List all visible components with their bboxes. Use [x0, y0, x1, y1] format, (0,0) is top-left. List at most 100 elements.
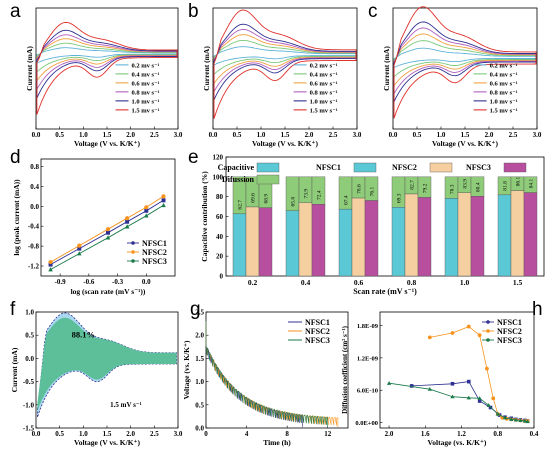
data-point: [491, 396, 496, 401]
series-line: [411, 381, 528, 422]
data-point: [495, 411, 500, 416]
data-point: [77, 246, 82, 251]
x-tick-label: 0.0: [32, 131, 41, 139]
legend-label: 0.4 mv s⁻¹: [132, 71, 160, 78]
data-point: [513, 417, 518, 422]
legend-swatch: [256, 162, 280, 173]
bar-capacitive: [298, 202, 313, 277]
bar-capacitive: [311, 204, 326, 277]
series-line: [50, 195, 164, 263]
legend-swatch: [429, 162, 453, 173]
data-label: 78.3: [449, 184, 455, 194]
data-label: 67.4: [343, 195, 349, 205]
data-label: 73.9: [303, 189, 309, 199]
panel-label-b: b: [188, 1, 199, 22]
y-tick-label: 6.0E-10: [357, 388, 378, 395]
y-tick-label: -1.5: [23, 425, 35, 433]
x-tick-label: 0.6: [354, 278, 364, 287]
x-tick-label: 3.0: [174, 430, 183, 438]
y-tick-label: 1.5: [195, 355, 204, 363]
data-point: [466, 395, 471, 400]
x-tick-label: 0.8: [493, 430, 502, 438]
y-tick-label: -1.0: [23, 401, 35, 409]
y-tick-label: 0.5: [195, 401, 204, 409]
data-point: [161, 194, 166, 199]
legend-marker: [131, 250, 135, 254]
legend-label: NFSC3: [466, 163, 491, 172]
data-point: [450, 381, 455, 386]
cv-curve: [393, 6, 537, 119]
legend-label: 1.5 mv s⁻¹: [310, 107, 338, 114]
bar-capacitive: [457, 192, 472, 277]
panel-label-c: c: [368, 1, 378, 22]
bar-capacitive: [404, 193, 419, 277]
x-tick-label: 1.0: [79, 430, 88, 438]
bar-capacitive: [523, 192, 538, 277]
data-point: [518, 418, 523, 423]
x-tick-label: 0.5: [413, 131, 422, 139]
legend-label: 0.8 mv s⁻¹: [310, 89, 338, 96]
legend-label: Difussion: [222, 175, 255, 184]
panel-label-a: a: [10, 1, 21, 22]
legend-swatch: [503, 162, 527, 173]
capacitive-percentage: 88.1%: [72, 330, 95, 340]
y-tick-label: 0.0: [30, 203, 39, 211]
cv-curve: [213, 9, 357, 119]
legend-label: Capacitive: [218, 163, 255, 172]
y-tick-label: 0.4: [30, 183, 39, 191]
y-tick-label: 1.8E-09: [357, 323, 379, 330]
legend-label: NFSC3: [305, 336, 330, 345]
x-tick-label: -0.9: [55, 278, 67, 286]
data-label: 69.3: [396, 193, 402, 203]
diffusion-panel-h: 2.0 1.6 1.2 0.8 0.4 0.0E+00 6.0E-10 1.2E-09 1.8E…: [341, 311, 539, 447]
x-tick-label: 2.0: [126, 131, 135, 139]
y-axis-label: Diffusion coefficient (cm² s⁻¹): [341, 325, 349, 413]
legend-label: NFSC1: [142, 239, 167, 248]
x-tick-label: 12: [324, 430, 332, 438]
x-tick-label: 2.5: [150, 131, 159, 139]
x-tick-label: 0: [204, 430, 208, 438]
x-axis-label: Scan rate (mV s⁻¹): [353, 287, 417, 296]
x-axis-label: log (scan rate (mV s⁻¹)): [71, 287, 146, 296]
x-axis-label: Voltage (V vs. K/K⁺): [432, 139, 499, 148]
x-tick-label: 1.5: [103, 430, 112, 438]
x-tick-label: -0.6: [83, 278, 95, 286]
x-tick-label: 8: [285, 430, 289, 438]
data-point: [409, 384, 414, 388]
x-tick-label: 1.0: [257, 131, 266, 139]
x-tick-label: 0.0: [389, 131, 398, 139]
legend-label: NFSC1: [316, 163, 341, 172]
data-label: 68.9: [263, 194, 269, 204]
legend-label: 0.2 mv s⁻¹: [490, 62, 518, 69]
legend-label: NFSC1: [497, 318, 522, 327]
x-tick-label: 0.2: [248, 278, 258, 287]
data-point: [450, 394, 455, 399]
y-axis-label: Current (mA): [25, 46, 34, 91]
y-tick-label: 0.0: [25, 355, 34, 363]
y-tick-label: 2.0: [195, 332, 204, 340]
data-label: 79.2: [422, 183, 428, 193]
legend-label: 1.5 mv s⁻¹: [132, 107, 160, 114]
data-point: [76, 251, 82, 256]
panel-label-e: e: [188, 147, 199, 168]
data-point: [144, 205, 149, 210]
legend-label: NFSC2: [392, 163, 417, 172]
data-point: [466, 324, 471, 329]
legend-label: NFSC1: [305, 318, 330, 327]
legend-swatch: [353, 162, 377, 173]
capacitive-area-f: 0.0 0.5 1.0 1.5 2.0 2.5 3.0 -1.5 -1.0 -0.5 0.0 0.5 1…: [10, 309, 183, 448]
legend-marker: [486, 320, 490, 324]
bar-capacitive: [470, 196, 485, 277]
x-tick-label: 2.0: [485, 131, 494, 139]
data-label: 81.8: [502, 181, 508, 191]
y-tick-label: -1.2: [28, 263, 40, 271]
bar-capacitive: [497, 194, 512, 277]
y-axis-label: Current (mA): [10, 347, 19, 392]
x-tick-label: -0.3: [112, 278, 124, 286]
data-label: 84.1: [528, 179, 534, 189]
cv-curve: [36, 21, 178, 115]
y-tick-label: 0: [220, 273, 224, 281]
plot-frame: [205, 311, 349, 429]
bar-capacitive: [285, 210, 300, 277]
x-tick-label: 1.5: [281, 131, 290, 139]
